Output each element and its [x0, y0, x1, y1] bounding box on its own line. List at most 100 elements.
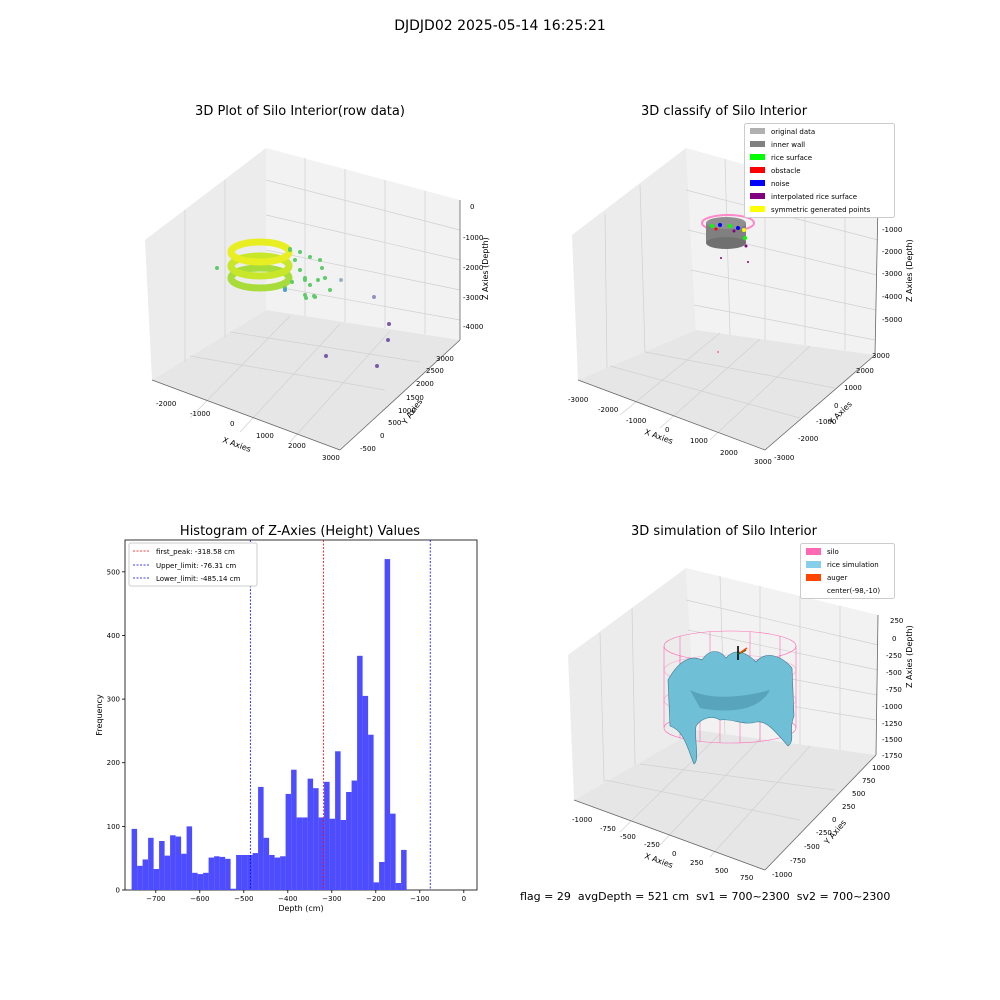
plot1-z-tick-1: -1000 [463, 234, 483, 242]
histogram-bar [351, 780, 358, 890]
histogram-bar [335, 751, 341, 890]
histogram-bar [395, 883, 402, 890]
plot2-legend-item-3: obstacle [750, 167, 801, 175]
plot2-y-tick-4: 1000 [844, 384, 862, 392]
histogram-bar [153, 869, 160, 890]
plot1-x-axis [151, 379, 341, 451]
plot1-x-tick-2: 0 [230, 420, 234, 428]
plot2-zlabel: Z Axies (Depth) [905, 239, 914, 302]
histogram-x-tick-label: 0 [462, 895, 466, 903]
plot4-y-tick-3: -250 [816, 829, 832, 837]
plot2-x-tick-0: -3000 [568, 396, 588, 404]
plot1-y-tick-6: 2500 [426, 367, 444, 375]
svg-text:center(-98,-10): center(-98,-10) [827, 587, 880, 595]
plot4-z-tick-5: -1000 [882, 703, 902, 711]
histogram-bar [203, 872, 209, 890]
histogram-y-tick-label: 100 [107, 823, 120, 831]
plot1-ring-mid [227, 252, 293, 280]
svg-text:rice simulation: rice simulation [827, 561, 879, 569]
histogram-bar [390, 813, 396, 890]
histogram-bar [137, 865, 143, 890]
svg-text:obstacle: obstacle [771, 167, 801, 175]
histogram-x-tick-label: −500 [234, 895, 253, 903]
plot2-z-tick-0: -1000 [882, 226, 902, 234]
plot2-x-tick-1: -2000 [598, 406, 618, 414]
plot2-xlabel: X Axies [643, 427, 674, 446]
plot1-ring-top [227, 238, 293, 266]
plot4-y-tick-4: 0 [832, 816, 836, 824]
histogram-x-tick-label: −600 [190, 895, 209, 903]
plot2-z-tick-2: -3000 [882, 270, 902, 278]
histogram-x-tick-label: −700 [146, 895, 165, 903]
histogram-bar [225, 858, 231, 890]
histogram-bar [186, 826, 193, 890]
plot2-silo-cluster [701, 214, 755, 353]
histogram-bar [346, 792, 352, 890]
svg-text:inner wall: inner wall [771, 141, 805, 149]
histogram-bar [379, 862, 385, 890]
plot2-legend-item-0: original data [750, 128, 815, 136]
histogram-bar [296, 817, 303, 890]
histogram-bar [280, 856, 286, 890]
plot4-x-tick-7: 750 [740, 874, 753, 880]
plot4-x-tick-4: 0 [672, 850, 676, 858]
histogram-bar [175, 836, 182, 890]
plot4-y-tick-2: -500 [804, 843, 820, 851]
histogram-chart: −700 −600 −500 −400 −300 −200 −100 0 0 100 200 300… [95, 539, 478, 913]
plot4-y-tick-7: 750 [862, 777, 875, 785]
status-sv1: sv1 = 700~2300 [696, 890, 790, 903]
plot1-scatter-points [215, 247, 332, 300]
plot1-y-tick-5: 2000 [416, 380, 434, 388]
legend-lower-limit: Lower_limit: -485.14 cm [156, 575, 241, 583]
histogram-bar [401, 849, 407, 890]
histogram-bar [324, 781, 330, 890]
plot2-legend-item-5: interpolated rice surface [750, 193, 857, 201]
plot2-x-tick-4: 1000 [690, 437, 708, 445]
histogram-x-tick-label: −200 [366, 895, 385, 903]
histogram-bar [329, 818, 336, 890]
plot2-y-tick-1: -2000 [798, 435, 818, 443]
histogram-xlabel: Depth (cm) [278, 904, 323, 913]
plot4-z-tick-8: -1750 [882, 752, 902, 760]
svg-text:noise: noise [771, 180, 790, 188]
histogram-bar [219, 856, 226, 890]
histogram-bar [274, 857, 281, 890]
plot2-z-axis [874, 201, 879, 356]
plot1-x-tick-1: -1000 [190, 410, 210, 418]
histogram-bar [373, 882, 380, 890]
histogram-bar [362, 695, 369, 890]
histogram-bar [197, 874, 204, 890]
plot2-legend-item-1: inner wall [750, 141, 805, 149]
histogram-y-tick-label: 200 [107, 759, 120, 767]
histogram-bar [252, 853, 259, 890]
plot1-x-tick-3: 1000 [256, 432, 274, 440]
histogram-bar [159, 841, 165, 890]
plot4-zlabel: Z Axies (Depth) [905, 625, 914, 688]
plot1-z-tick-0: 0 [470, 203, 474, 211]
plot2-z-tick-4: -5000 [882, 316, 902, 324]
histogram-bar [214, 856, 220, 890]
histogram-bar [142, 859, 149, 890]
plot2-x-tick-6: 3000 [754, 458, 772, 466]
histogram-y-tick-label: 400 [107, 632, 120, 640]
plot2-grid [604, 158, 879, 441]
plot4-y-tick-1: -750 [790, 857, 806, 865]
plot2-ylabel: Y Axies [826, 400, 854, 428]
plot4-x-tick-1: -750 [600, 825, 616, 833]
histogram-bar [181, 853, 187, 890]
plot1-title: 3D Plot of Silo Interior(row data) [195, 104, 405, 119]
histogram-legend: first_peak: -318.58 cm Upper_limit: -76.… [128, 542, 258, 587]
plot2-legend: original data inner wall rice surface ob… [744, 123, 895, 218]
plot1-outlier-points [283, 278, 391, 368]
svg-text:silo: silo [827, 548, 839, 556]
plot1-y-tick-7: 3000 [436, 355, 454, 363]
plot1-raw-scatter: -2000 -1000 0 1000 2000 3000 X Axies -50… [145, 148, 490, 460]
legend-first-peak: first_peak: -318.58 cm [156, 548, 235, 556]
status-flag: flag = 29 [520, 890, 571, 903]
plot4-legend-item-auger: auger [806, 574, 847, 582]
figure-title: DJDJD02 2025-05-14 16:25:21 [394, 18, 606, 34]
plot4-x-axis [573, 799, 766, 871]
legend-upper-limit: Upper_limit: -76.31 cm [156, 562, 236, 570]
plot2-y-tick-0: -3000 [774, 454, 794, 462]
plot4-x-tick-3: -250 [644, 841, 660, 849]
